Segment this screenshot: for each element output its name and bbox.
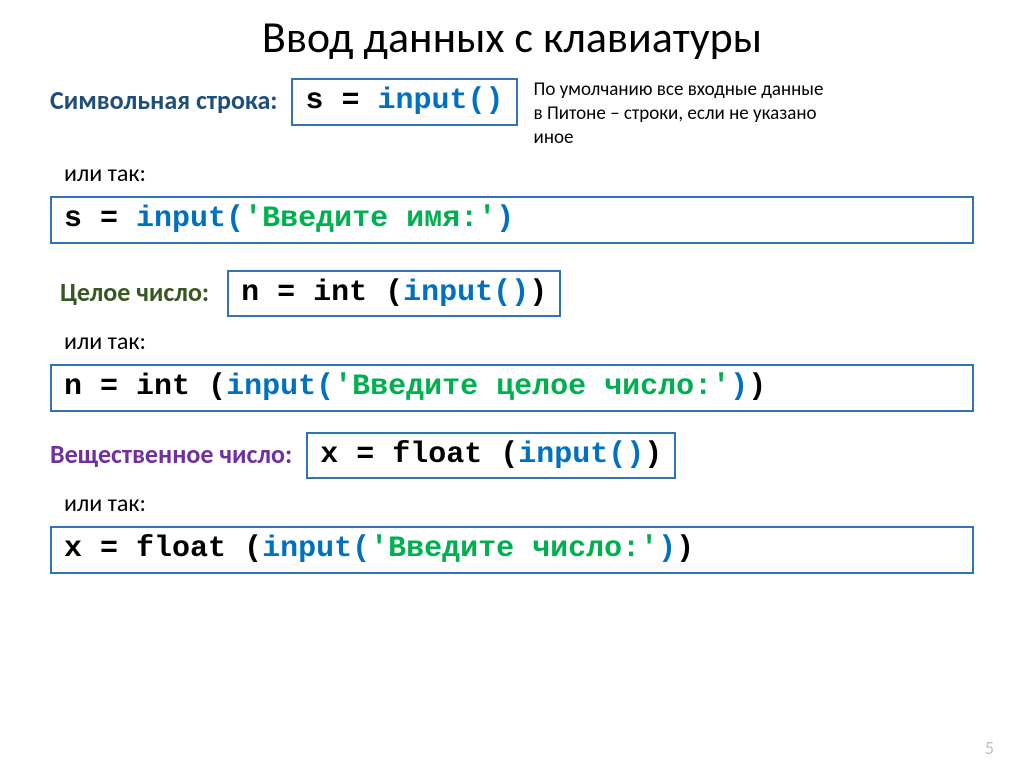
page-number: 5 xyxy=(985,737,994,759)
code-int-prompt: n = int (input('Введите целое число:')) xyxy=(50,364,974,412)
page-title: Ввод данных с клавиатуры xyxy=(50,10,974,64)
code-string-prompt: s = input('Введите имя:') xyxy=(50,196,974,244)
code-int-simple: n = int (input()) xyxy=(227,270,561,318)
code-float-simple: x = float (input()) xyxy=(306,432,676,480)
float-section: Вещественное число: x = float (input()) … xyxy=(50,432,974,574)
or-text-1: или так: xyxy=(64,159,974,188)
int-label: Целое число: xyxy=(60,278,209,307)
string-label: Символьная строка: xyxy=(50,86,277,115)
string-note: По умолчанию все входные данные в Питоне… xyxy=(534,78,824,149)
or-text-2: или так: xyxy=(64,327,974,356)
string-section: Символьная строка: s = input() По умолча… xyxy=(50,78,974,244)
code-float-prompt: x = float (input('Введите число:')) xyxy=(50,526,974,574)
or-text-3: или так: xyxy=(64,489,974,518)
code-string-simple: s = input() xyxy=(291,78,517,126)
float-label: Вещественное число: xyxy=(50,440,292,469)
int-section: Целое число: n = int (input()) или так: … xyxy=(50,270,974,412)
